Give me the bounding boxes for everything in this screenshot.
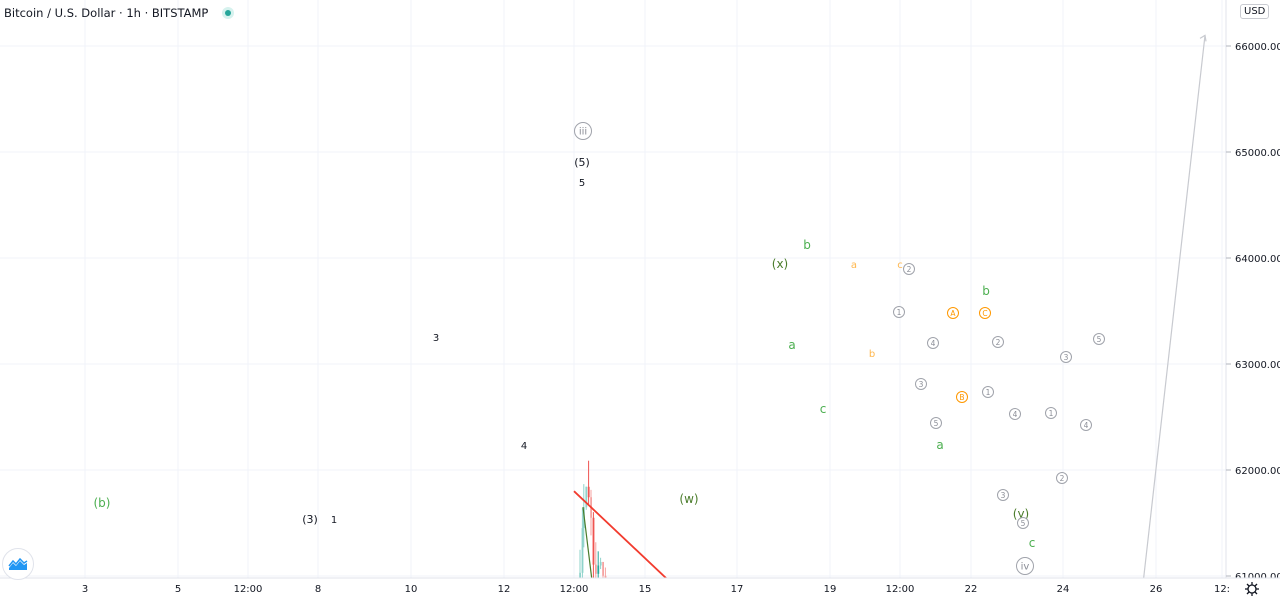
svg-text:4: 4 bbox=[521, 441, 527, 452]
svg-text:(x): (x) bbox=[772, 257, 788, 271]
settings-gear-icon[interactable] bbox=[1243, 580, 1261, 598]
tradingview-logo[interactable] bbox=[2, 548, 34, 580]
svg-text:2: 2 bbox=[996, 338, 1001, 347]
symbol-legend[interactable]: Bitcoin / U.S. Dollar · 1h · BITSTAMP bbox=[4, 6, 235, 20]
svg-text:(3): (3) bbox=[302, 513, 318, 526]
time-tick-label: 19 bbox=[824, 584, 837, 595]
price-tick-label: 66000.00 bbox=[1235, 42, 1280, 53]
time-tick-label: 12:00 bbox=[560, 584, 589, 595]
svg-text:4: 4 bbox=[1084, 421, 1089, 430]
time-tick-label: 8 bbox=[315, 584, 321, 595]
svg-text:A: A bbox=[950, 309, 956, 318]
svg-text:a: a bbox=[788, 338, 795, 352]
svg-text:b: b bbox=[982, 284, 990, 298]
svg-text:3: 3 bbox=[433, 333, 439, 344]
svg-text:(b): (b) bbox=[94, 496, 111, 510]
svg-text:2: 2 bbox=[907, 265, 912, 274]
svg-text:C: C bbox=[982, 309, 987, 318]
time-tick-label: 22 bbox=[965, 584, 978, 595]
svg-text:b: b bbox=[869, 349, 875, 360]
svg-text:c: c bbox=[820, 402, 827, 416]
time-tick-label: 15 bbox=[639, 584, 652, 595]
svg-text:a: a bbox=[851, 260, 857, 271]
svg-text:3: 3 bbox=[919, 380, 924, 389]
svg-text:2: 2 bbox=[1060, 474, 1065, 483]
time-axis[interactable]: 3 5 12:00 8 10 12 12:00 15 17 19 12:00 22 24 26 12: bbox=[82, 584, 1230, 595]
grid-lines bbox=[0, 0, 1226, 578]
svg-text:3: 3 bbox=[1001, 491, 1006, 500]
price-tick-label: 63000.00 bbox=[1235, 360, 1280, 371]
svg-text:iv: iv bbox=[1021, 562, 1030, 573]
svg-text:b: b bbox=[803, 238, 811, 252]
svg-text:4: 4 bbox=[931, 339, 936, 348]
svg-text:1: 1 bbox=[331, 515, 337, 526]
price-axis-bg[interactable] bbox=[1226, 0, 1280, 578]
svg-text:c: c bbox=[1029, 536, 1036, 550]
svg-text:(5): (5) bbox=[574, 156, 590, 169]
price-tick-label: 62000.00 bbox=[1235, 466, 1280, 477]
time-tick-label: 3 bbox=[82, 584, 88, 595]
svg-text:B: B bbox=[959, 393, 964, 402]
svg-text:a: a bbox=[936, 438, 943, 452]
time-tick-label: 24 bbox=[1057, 584, 1070, 595]
market-status-icon bbox=[222, 7, 235, 19]
svg-text:5: 5 bbox=[579, 178, 585, 189]
time-tick-label: 12: bbox=[1214, 584, 1230, 595]
time-tick-label: 12:00 bbox=[234, 584, 263, 595]
svg-text:1: 1 bbox=[1049, 409, 1054, 418]
svg-text:4: 4 bbox=[1013, 410, 1018, 419]
time-tick-label: 10 bbox=[405, 584, 418, 595]
price-tick-label: 65000.00 bbox=[1235, 148, 1280, 159]
logo-icon bbox=[8, 557, 28, 570]
svg-text:5: 5 bbox=[1021, 519, 1026, 528]
svg-text:c: c bbox=[897, 260, 903, 271]
symbol-title: Bitcoin / U.S. Dollar · 1h · BITSTAMP bbox=[4, 6, 209, 20]
svg-text:5: 5 bbox=[934, 419, 939, 428]
time-axis-bg[interactable] bbox=[0, 578, 1280, 600]
drawings-layer bbox=[573, 34, 1207, 604]
time-tick-label: 17 bbox=[731, 584, 744, 595]
time-tick-label: 12:00 bbox=[886, 584, 915, 595]
svg-text:3: 3 bbox=[1064, 353, 1069, 362]
price-tick-label: 64000.00 bbox=[1235, 254, 1280, 265]
time-tick-label: 5 bbox=[175, 584, 181, 595]
svg-text:iii: iii bbox=[579, 127, 587, 138]
svg-text:1: 1 bbox=[986, 388, 991, 397]
svg-text:1: 1 bbox=[897, 308, 902, 317]
currency-badge[interactable]: USD bbox=[1240, 4, 1270, 19]
time-tick-label: 26 bbox=[1150, 584, 1163, 595]
svg-text:5: 5 bbox=[1097, 335, 1102, 344]
svg-text:(w): (w) bbox=[679, 492, 698, 506]
time-tick-label: 12 bbox=[498, 584, 511, 595]
